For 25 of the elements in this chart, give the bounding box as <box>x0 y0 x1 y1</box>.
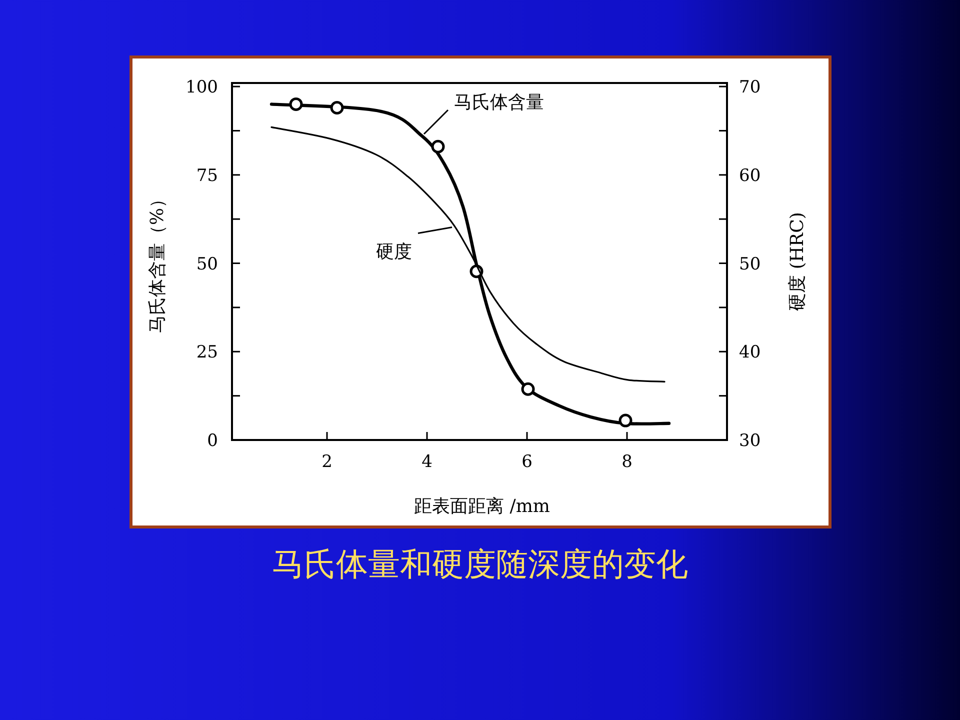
y-tick-label: 100 <box>186 78 218 98</box>
point <box>330 100 344 114</box>
y2-tick-label: 70 <box>739 78 761 98</box>
y-axis-title: 马氏体含量（%） <box>147 190 168 334</box>
y2-tick-label: 30 <box>739 431 761 451</box>
point <box>521 382 535 396</box>
x-tick-label: 4 <box>422 452 432 472</box>
text: 马氏体含量 <box>454 92 544 114</box>
point <box>289 97 303 111</box>
point <box>618 414 632 428</box>
x-axis-title: 距表面距离 /mm <box>414 496 550 517</box>
y2-tick-label: 50 <box>739 254 761 274</box>
point <box>431 140 445 154</box>
y-tick-label: 0 <box>207 431 218 451</box>
y2-axis-title: 硬度 (HRC) <box>787 212 808 311</box>
x-tick-label: 6 <box>522 452 532 472</box>
x-tick-label: 8 <box>622 452 632 472</box>
text: 硬度 <box>376 241 412 262</box>
x-tick-label: 2 <box>322 452 332 472</box>
text: 马氏体量和硬度随深度的变化 <box>272 545 688 583</box>
y-tick-label: 75 <box>196 166 218 186</box>
y2-tick-label: 60 <box>739 166 761 186</box>
y-tick-label: 25 <box>196 342 218 363</box>
y2-tick-label: 40 <box>739 342 761 363</box>
y-tick-label: 50 <box>196 254 218 274</box>
